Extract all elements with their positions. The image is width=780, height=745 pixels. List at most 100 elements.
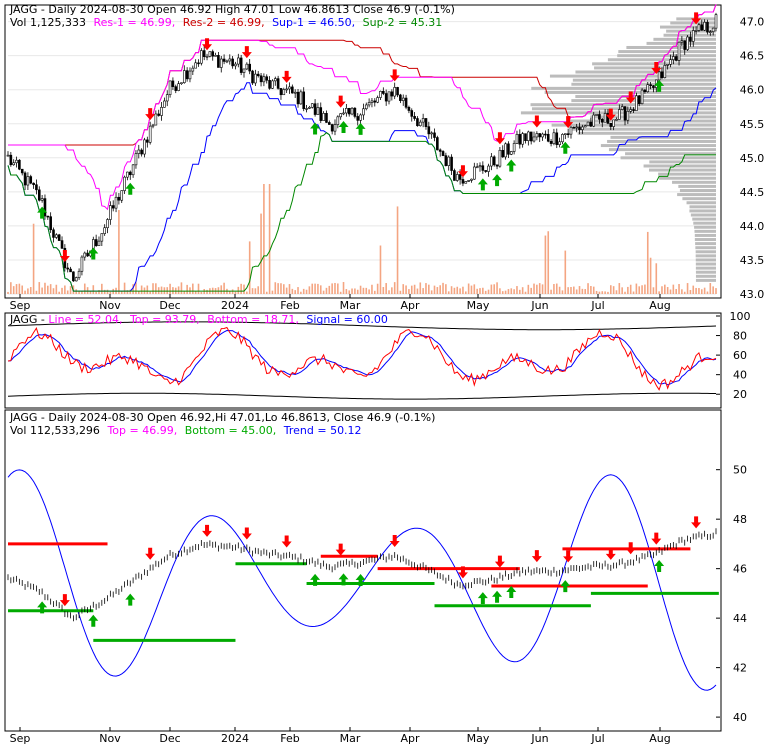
volume-bar (391, 287, 393, 294)
volume-bar (612, 286, 615, 294)
candle-body (208, 51, 212, 57)
candle-body (103, 227, 106, 234)
panel1-legend: Vol 1,125,333 Res-1 = 46.99, Res-2 = 46.… (10, 16, 442, 29)
panel1-y-tick-label: 47.0 (740, 16, 765, 29)
volume-bar (325, 287, 328, 294)
volume-bar (604, 291, 606, 294)
legend-sup1: Sup-1 = 46.50, (272, 16, 355, 29)
oscillator-line (7, 326, 717, 391)
buy-arrow (88, 247, 99, 260)
candle-body (620, 106, 624, 110)
candle-body (148, 125, 152, 143)
volume-bar (160, 286, 163, 294)
candle-body (635, 95, 638, 111)
volume-bar (385, 283, 387, 294)
volume-bar (700, 289, 703, 294)
candle-body (157, 113, 160, 116)
candle-body (404, 97, 408, 108)
candle-body (566, 133, 570, 135)
profile-bar (608, 148, 716, 152)
sell-arrow (494, 132, 505, 145)
volume-bar (664, 284, 666, 294)
volume-bar (356, 289, 359, 294)
candle-body (333, 124, 337, 132)
volume-bar (83, 283, 86, 294)
candle-body (657, 71, 661, 81)
volume-bar (345, 289, 348, 294)
panel3-sell-arrow (494, 555, 505, 568)
volume-bar (669, 289, 672, 294)
volume-bar (183, 290, 186, 294)
candle-body (211, 51, 215, 57)
candle-body (171, 80, 175, 87)
volume-bar (95, 291, 97, 294)
sell-arrow (531, 115, 542, 128)
panel3-x-tick-label: Nov (99, 732, 121, 745)
volume-bar (453, 287, 456, 294)
volume-bar (123, 282, 126, 294)
candle-body (316, 107, 320, 115)
panel1-y-tick-label: 44.0 (740, 220, 765, 233)
volume-bar (348, 290, 351, 294)
candle-body (552, 132, 556, 144)
volume-bar (61, 287, 63, 294)
volume-bar (652, 287, 655, 294)
candle-body (490, 156, 493, 167)
volume-bar (487, 289, 490, 294)
profile-bar (575, 70, 716, 74)
volume-bar (64, 285, 66, 294)
panel3-buy-arrow (560, 580, 571, 593)
volume-bar (507, 289, 510, 294)
volume-bar (66, 290, 69, 294)
panel2-title: JAGG - (9, 313, 48, 326)
profile-bar (551, 123, 716, 127)
candle-body (52, 229, 55, 238)
volume-bar (354, 288, 356, 294)
candle-body (271, 80, 274, 89)
candle-body (123, 176, 126, 191)
volume-bar (149, 291, 151, 294)
sell-arrow (651, 61, 662, 74)
panel2-legend: JAGG - Line = 52.04, Top = 93.79, Bottom… (9, 313, 388, 326)
candle-body (296, 91, 300, 105)
panel3-x-tick-label: May (467, 732, 490, 745)
sell-arrow (281, 70, 292, 83)
volume-bar (228, 291, 231, 294)
profile-bar (695, 266, 716, 270)
volume-bar (598, 291, 601, 294)
volume-bar (246, 291, 248, 294)
sell-arrow (625, 91, 636, 104)
volume-bar (152, 283, 154, 294)
candle-body (299, 91, 303, 105)
candle-body (680, 40, 684, 43)
panel3-x-axis: Sep Nov Dec 2024 Feb Mar Apr May Jun Jul Aug (10, 727, 671, 745)
profile-bar (643, 164, 716, 168)
volume-bar (510, 288, 513, 294)
profile-bar (568, 119, 716, 123)
volume-bar (288, 284, 291, 294)
volume-bar (132, 284, 134, 294)
volume-bar (578, 286, 581, 294)
volume-bar (410, 285, 413, 294)
volume-bar (106, 289, 109, 294)
panel3-x-tick-label: Mar (340, 732, 361, 745)
volume-bar (24, 290, 26, 294)
volume-bar (49, 284, 52, 294)
volume-bar (609, 285, 612, 294)
panel1-x-tick-label: 2024 (221, 299, 249, 312)
volume-bar (308, 286, 311, 294)
profile-bar (695, 262, 716, 266)
volume-bar (655, 263, 658, 294)
panel2-y-axis: 100 80 60 40 20 (716, 310, 751, 401)
volume-bar (362, 287, 365, 294)
volume-bar (553, 284, 555, 294)
volume-bar (297, 287, 299, 294)
volume-bar (408, 289, 410, 294)
volume-bar (538, 283, 541, 294)
panel1-x-tick-label: Dec (159, 299, 180, 312)
profile-bar (571, 99, 716, 103)
profile-bar (646, 41, 716, 45)
candle-body (26, 176, 30, 186)
volume-bar (29, 287, 32, 294)
